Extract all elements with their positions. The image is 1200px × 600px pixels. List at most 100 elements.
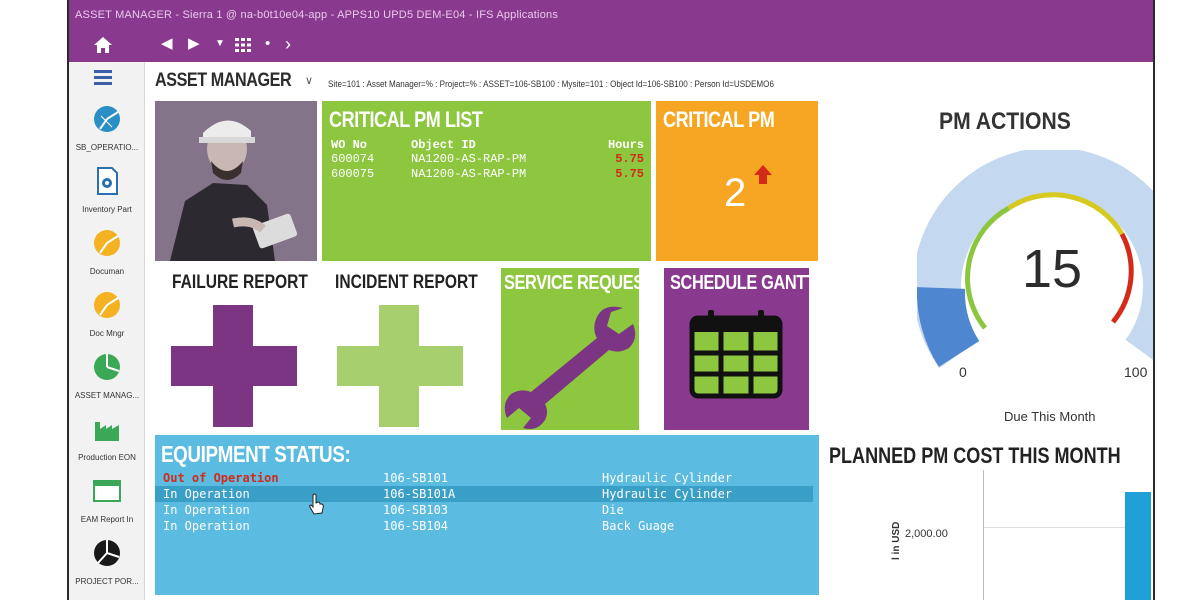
worker-photo	[155, 101, 317, 261]
critical-pm-title: CRITICAL PM	[663, 107, 775, 132]
sidebar-item-label: EAM Report In	[80, 515, 134, 524]
page-title: ASSET MANAGER	[155, 70, 292, 91]
gridline	[984, 527, 1149, 528]
app-window: ASSET MANAGER - Sierra 1 @ na-b0t10e04-a…	[67, 0, 1155, 600]
status-cell: In Operation	[163, 519, 250, 533]
window-icon	[93, 480, 121, 502]
sidebar-item-project-portfolio[interactable]: PROJECT POR...	[69, 538, 145, 586]
window-title: ASSET MANAGER - Sierra 1 @ na-b0t10e04-a…	[75, 9, 559, 21]
object-cell: 106-SB103	[383, 503, 449, 517]
wrench-icon	[504, 306, 636, 429]
equipment-status-title: EQUIPMENT STATUS:	[161, 441, 351, 467]
context-breadcrumb: Site=101 : Asset Manager=% : Project=% :…	[328, 79, 774, 89]
incident-report-title: INCIDENT REPORT	[335, 272, 478, 293]
calendar-icon	[689, 310, 783, 399]
status-cell: Out of Operation	[163, 471, 279, 485]
sidebar-item-doc-mngr[interactable]: Doc Mngr	[69, 290, 145, 338]
y-tick-label: 2,000.00	[905, 528, 948, 540]
service-request-tile[interactable]: SERVICE REQUEST	[501, 268, 639, 430]
table-row[interactable]: 600075 NA1200-AS-RAP-PM 5.75	[331, 167, 644, 182]
pie-chart-icon	[94, 106, 120, 132]
dot-icon[interactable]: •	[265, 35, 271, 52]
column-header-hours: Hours	[607, 138, 644, 152]
equipment-status-tile: EQUIPMENT STATUS: Out of Operation 106-S…	[155, 435, 819, 595]
planned-cost-chart: l in USD 2,000.00	[829, 470, 1151, 600]
object-id-cell: NA1200-AS-RAP-PM	[411, 152, 527, 166]
failure-report-title: FAILURE REPORT	[172, 272, 308, 293]
factory-icon	[95, 422, 119, 441]
dropdown-icon[interactable]: ▼	[215, 38, 225, 49]
description-cell: Die	[602, 503, 624, 517]
title-bar: ASSET MANAGER - Sierra 1 @ na-b0t10e04-a…	[69, 0, 1153, 62]
pm-actions-title: PM ACTIONS	[939, 108, 1071, 135]
gauge-min-label: 0	[959, 364, 967, 380]
column-header-wo-no: WO No	[331, 138, 368, 152]
pie-chart-icon	[94, 354, 120, 380]
list-item[interactable]: Out of Operation 106-SB101 Hydraulic Cyl…	[155, 470, 819, 486]
hours-cell: 5.75	[615, 152, 644, 166]
pm-actions-value: 15	[1021, 239, 1083, 299]
hours-cell: 5.75	[615, 167, 644, 181]
sidebar-item-asset-manager[interactable]: ASSET MANAG...	[69, 352, 145, 400]
left-navigation: SB_OPERATIO... Inventory Part Documan Do…	[69, 62, 145, 600]
sidebar-item-label: Production EON	[78, 453, 136, 462]
cost-bar[interactable]	[1125, 492, 1151, 600]
y-axis-title: l in USD	[891, 521, 902, 560]
home-icon[interactable]	[93, 36, 113, 54]
critical-pm-list-tile[interactable]: CRITICAL PM LIST WO No Object ID Hours 6…	[322, 101, 651, 261]
gauge-caption: Due This Month	[1004, 409, 1096, 424]
wo-no-cell: 600075	[331, 167, 375, 181]
planned-cost-title: PLANNED PM COST THIS MONTH	[829, 443, 1121, 468]
arrow-up-stem	[759, 174, 767, 184]
description-cell: Back Guage	[602, 519, 675, 533]
hand-cursor-icon	[309, 493, 324, 515]
document-gear-icon	[97, 167, 118, 195]
y-axis	[983, 470, 984, 600]
sidebar-item-label: Documan	[89, 267, 125, 276]
gauge-max-label: 100	[1124, 364, 1148, 380]
pie-chart-icon	[94, 540, 120, 566]
pie-chart-icon	[94, 230, 120, 256]
back-icon[interactable]: ◀	[161, 35, 173, 52]
service-request-title: SERVICE REQUEST	[504, 272, 639, 294]
plus-icon[interactable]	[337, 305, 463, 427]
sidebar-item-production-eon[interactable]: Production EON	[69, 414, 145, 462]
plus-icon[interactable]	[171, 305, 297, 427]
chevron-down-icon[interactable]: ∨	[305, 75, 314, 87]
forward-icon[interactable]: ▶	[188, 35, 200, 52]
list-item[interactable]: In Operation 106-SB101A Hydraulic Cylind…	[155, 486, 813, 502]
chevron-right-icon[interactable]: ›	[285, 34, 291, 54]
sidebar-item-label: ASSET MANAG...	[74, 391, 140, 400]
table-row[interactable]: 600074 NA1200-AS-RAP-PM 5.75	[331, 152, 644, 167]
apps-grid-icon[interactable]	[235, 38, 251, 52]
sidebar-item-sb-operations[interactable]: SB_OPERATIO...	[69, 104, 145, 152]
list-item[interactable]: In Operation 106-SB104 Back Guage	[155, 518, 819, 534]
sidebar-item-documan[interactable]: Documan	[69, 228, 145, 276]
sidebar-item-inventory-part[interactable]: Inventory Part	[69, 166, 145, 214]
arrow-up-icon	[754, 165, 772, 175]
gauge-dial	[913, 147, 1153, 369]
column-header-object-id: Object ID	[411, 138, 476, 152]
object-cell: 106-SB101A	[383, 487, 456, 501]
schedule-gantt-tile[interactable]: SCHEDULE GANTT	[664, 268, 809, 430]
sidebar-item-label: SB_OPERATIO...	[75, 143, 139, 152]
critical-pm-count: 2	[724, 171, 747, 215]
pm-actions-gauge[interactable]: 15	[913, 147, 1153, 370]
status-cell: In Operation	[163, 503, 250, 517]
critical-pm-table: WO No Object ID Hours 600074 NA1200-AS-R…	[331, 138, 644, 182]
page-header: ASSET MANAGER ∨ Site=101 : Asset Manager…	[155, 70, 1153, 94]
sidebar-item-label: Doc Mngr	[89, 329, 125, 338]
status-cell: In Operation	[163, 487, 250, 501]
sidebar-item-eam-report[interactable]: EAM Report In	[69, 476, 145, 524]
menu-icon[interactable]	[94, 70, 112, 88]
critical-pm-tile[interactable]: CRITICAL PM 2	[656, 101, 818, 261]
list-item[interactable]: In Operation 106-SB103 Die	[155, 502, 819, 518]
schedule-gantt-title: SCHEDULE GANTT	[670, 272, 809, 294]
wo-no-cell: 600074	[331, 152, 375, 166]
critical-pm-list-title: CRITICAL PM LIST	[329, 107, 483, 132]
pie-chart-icon	[94, 292, 120, 318]
object-cell: 106-SB104	[383, 519, 449, 533]
sidebar-item-label: PROJECT POR...	[75, 577, 139, 586]
description-cell: Hydraulic Cylinder	[602, 471, 733, 485]
object-cell: 106-SB101	[383, 471, 449, 485]
